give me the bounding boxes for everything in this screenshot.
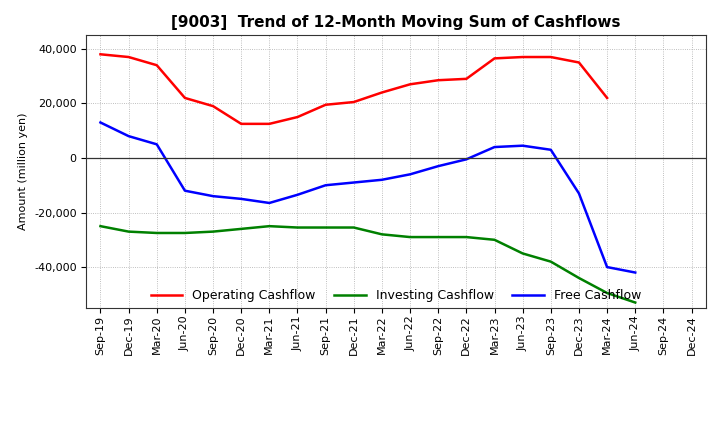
Investing Cashflow <box>96 224 105 229</box>
Operating Cashflow <box>575 60 583 65</box>
Investing Cashflow <box>490 237 499 242</box>
Investing Cashflow <box>293 225 302 230</box>
Operating Cashflow <box>237 121 246 126</box>
Operating Cashflow <box>434 77 443 83</box>
Operating Cashflow <box>462 76 471 81</box>
Free Cashflow <box>209 194 217 199</box>
Operating Cashflow <box>406 82 415 87</box>
Investing Cashflow <box>181 230 189 235</box>
Investing Cashflow <box>321 225 330 230</box>
Free Cashflow <box>265 200 274 205</box>
Free Cashflow <box>406 172 415 177</box>
Operating Cashflow <box>153 62 161 68</box>
Free Cashflow <box>153 142 161 147</box>
Investing Cashflow <box>125 229 133 234</box>
Free Cashflow <box>237 196 246 202</box>
Investing Cashflow <box>631 300 639 305</box>
Free Cashflow <box>575 191 583 196</box>
Investing Cashflow <box>153 230 161 235</box>
Free Cashflow <box>603 264 611 270</box>
Free Cashflow <box>321 183 330 188</box>
Operating Cashflow <box>125 55 133 60</box>
Operating Cashflow <box>265 121 274 126</box>
Operating Cashflow <box>349 99 358 105</box>
Investing Cashflow <box>518 251 527 256</box>
Free Cashflow <box>181 188 189 193</box>
Free Cashflow <box>349 180 358 185</box>
Operating Cashflow <box>209 103 217 109</box>
Legend: Operating Cashflow, Investing Cashflow, Free Cashflow: Operating Cashflow, Investing Cashflow, … <box>146 284 646 307</box>
Free Cashflow <box>434 164 443 169</box>
Free Cashflow <box>462 157 471 162</box>
Free Cashflow <box>490 144 499 150</box>
Investing Cashflow <box>603 290 611 296</box>
Free Cashflow <box>377 177 386 183</box>
Free Cashflow <box>518 143 527 148</box>
Operating Cashflow <box>181 95 189 101</box>
Operating Cashflow <box>546 55 555 60</box>
Operating Cashflow <box>293 114 302 120</box>
Investing Cashflow <box>575 275 583 281</box>
Y-axis label: Amount (million yen): Amount (million yen) <box>19 113 29 231</box>
Line: Operating Cashflow: Operating Cashflow <box>101 54 607 124</box>
Line: Free Cashflow: Free Cashflow <box>101 122 635 272</box>
Free Cashflow <box>96 120 105 125</box>
Free Cashflow <box>125 133 133 139</box>
Investing Cashflow <box>349 225 358 230</box>
Operating Cashflow <box>603 95 611 101</box>
Operating Cashflow <box>518 55 527 60</box>
Free Cashflow <box>631 270 639 275</box>
Investing Cashflow <box>406 235 415 240</box>
Investing Cashflow <box>434 235 443 240</box>
Operating Cashflow <box>490 56 499 61</box>
Operating Cashflow <box>377 90 386 95</box>
Title: [9003]  Trend of 12-Month Moving Sum of Cashflows: [9003] Trend of 12-Month Moving Sum of C… <box>171 15 621 30</box>
Investing Cashflow <box>265 224 274 229</box>
Free Cashflow <box>546 147 555 152</box>
Investing Cashflow <box>377 232 386 237</box>
Investing Cashflow <box>237 226 246 231</box>
Investing Cashflow <box>209 229 217 234</box>
Operating Cashflow <box>321 102 330 107</box>
Free Cashflow <box>293 192 302 198</box>
Line: Investing Cashflow: Investing Cashflow <box>101 226 635 303</box>
Investing Cashflow <box>462 235 471 240</box>
Operating Cashflow <box>96 51 105 57</box>
Investing Cashflow <box>546 259 555 264</box>
